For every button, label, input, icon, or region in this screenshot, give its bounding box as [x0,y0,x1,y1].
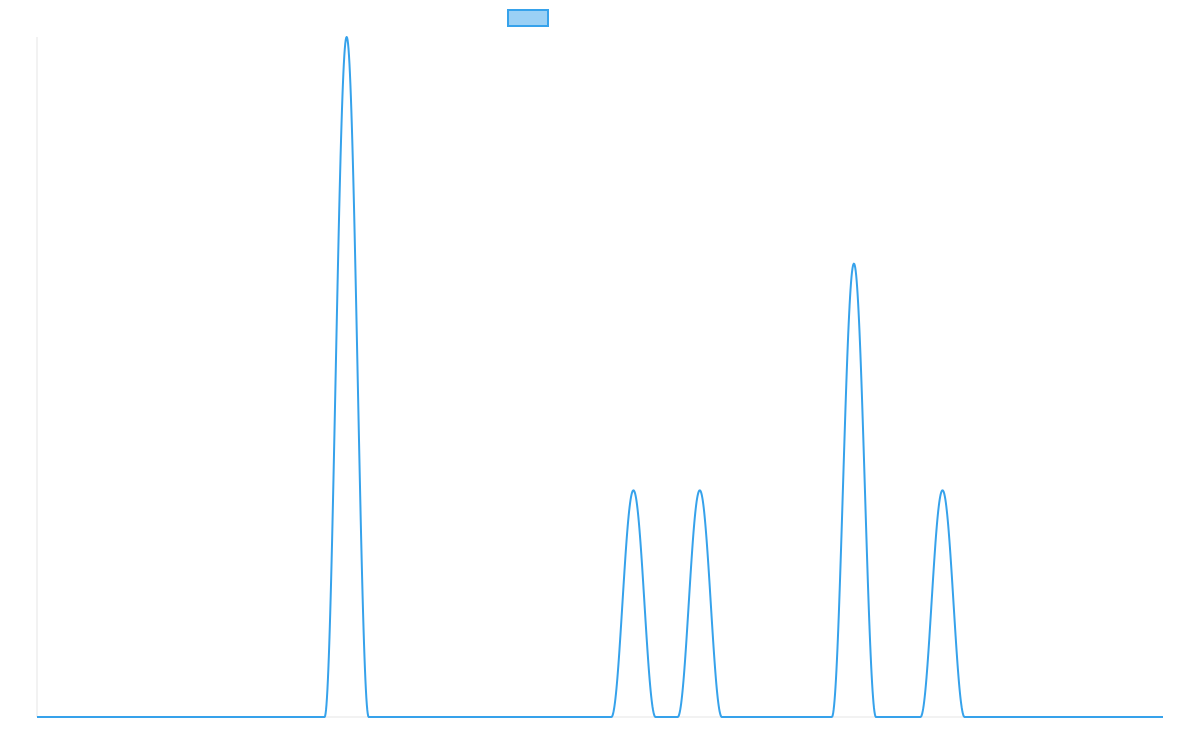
series-layer [36,36,1164,718]
legend[interactable] [507,9,549,27]
legend-swatch[interactable] [507,9,549,27]
series-line [36,36,1164,718]
axes [36,37,1163,718]
